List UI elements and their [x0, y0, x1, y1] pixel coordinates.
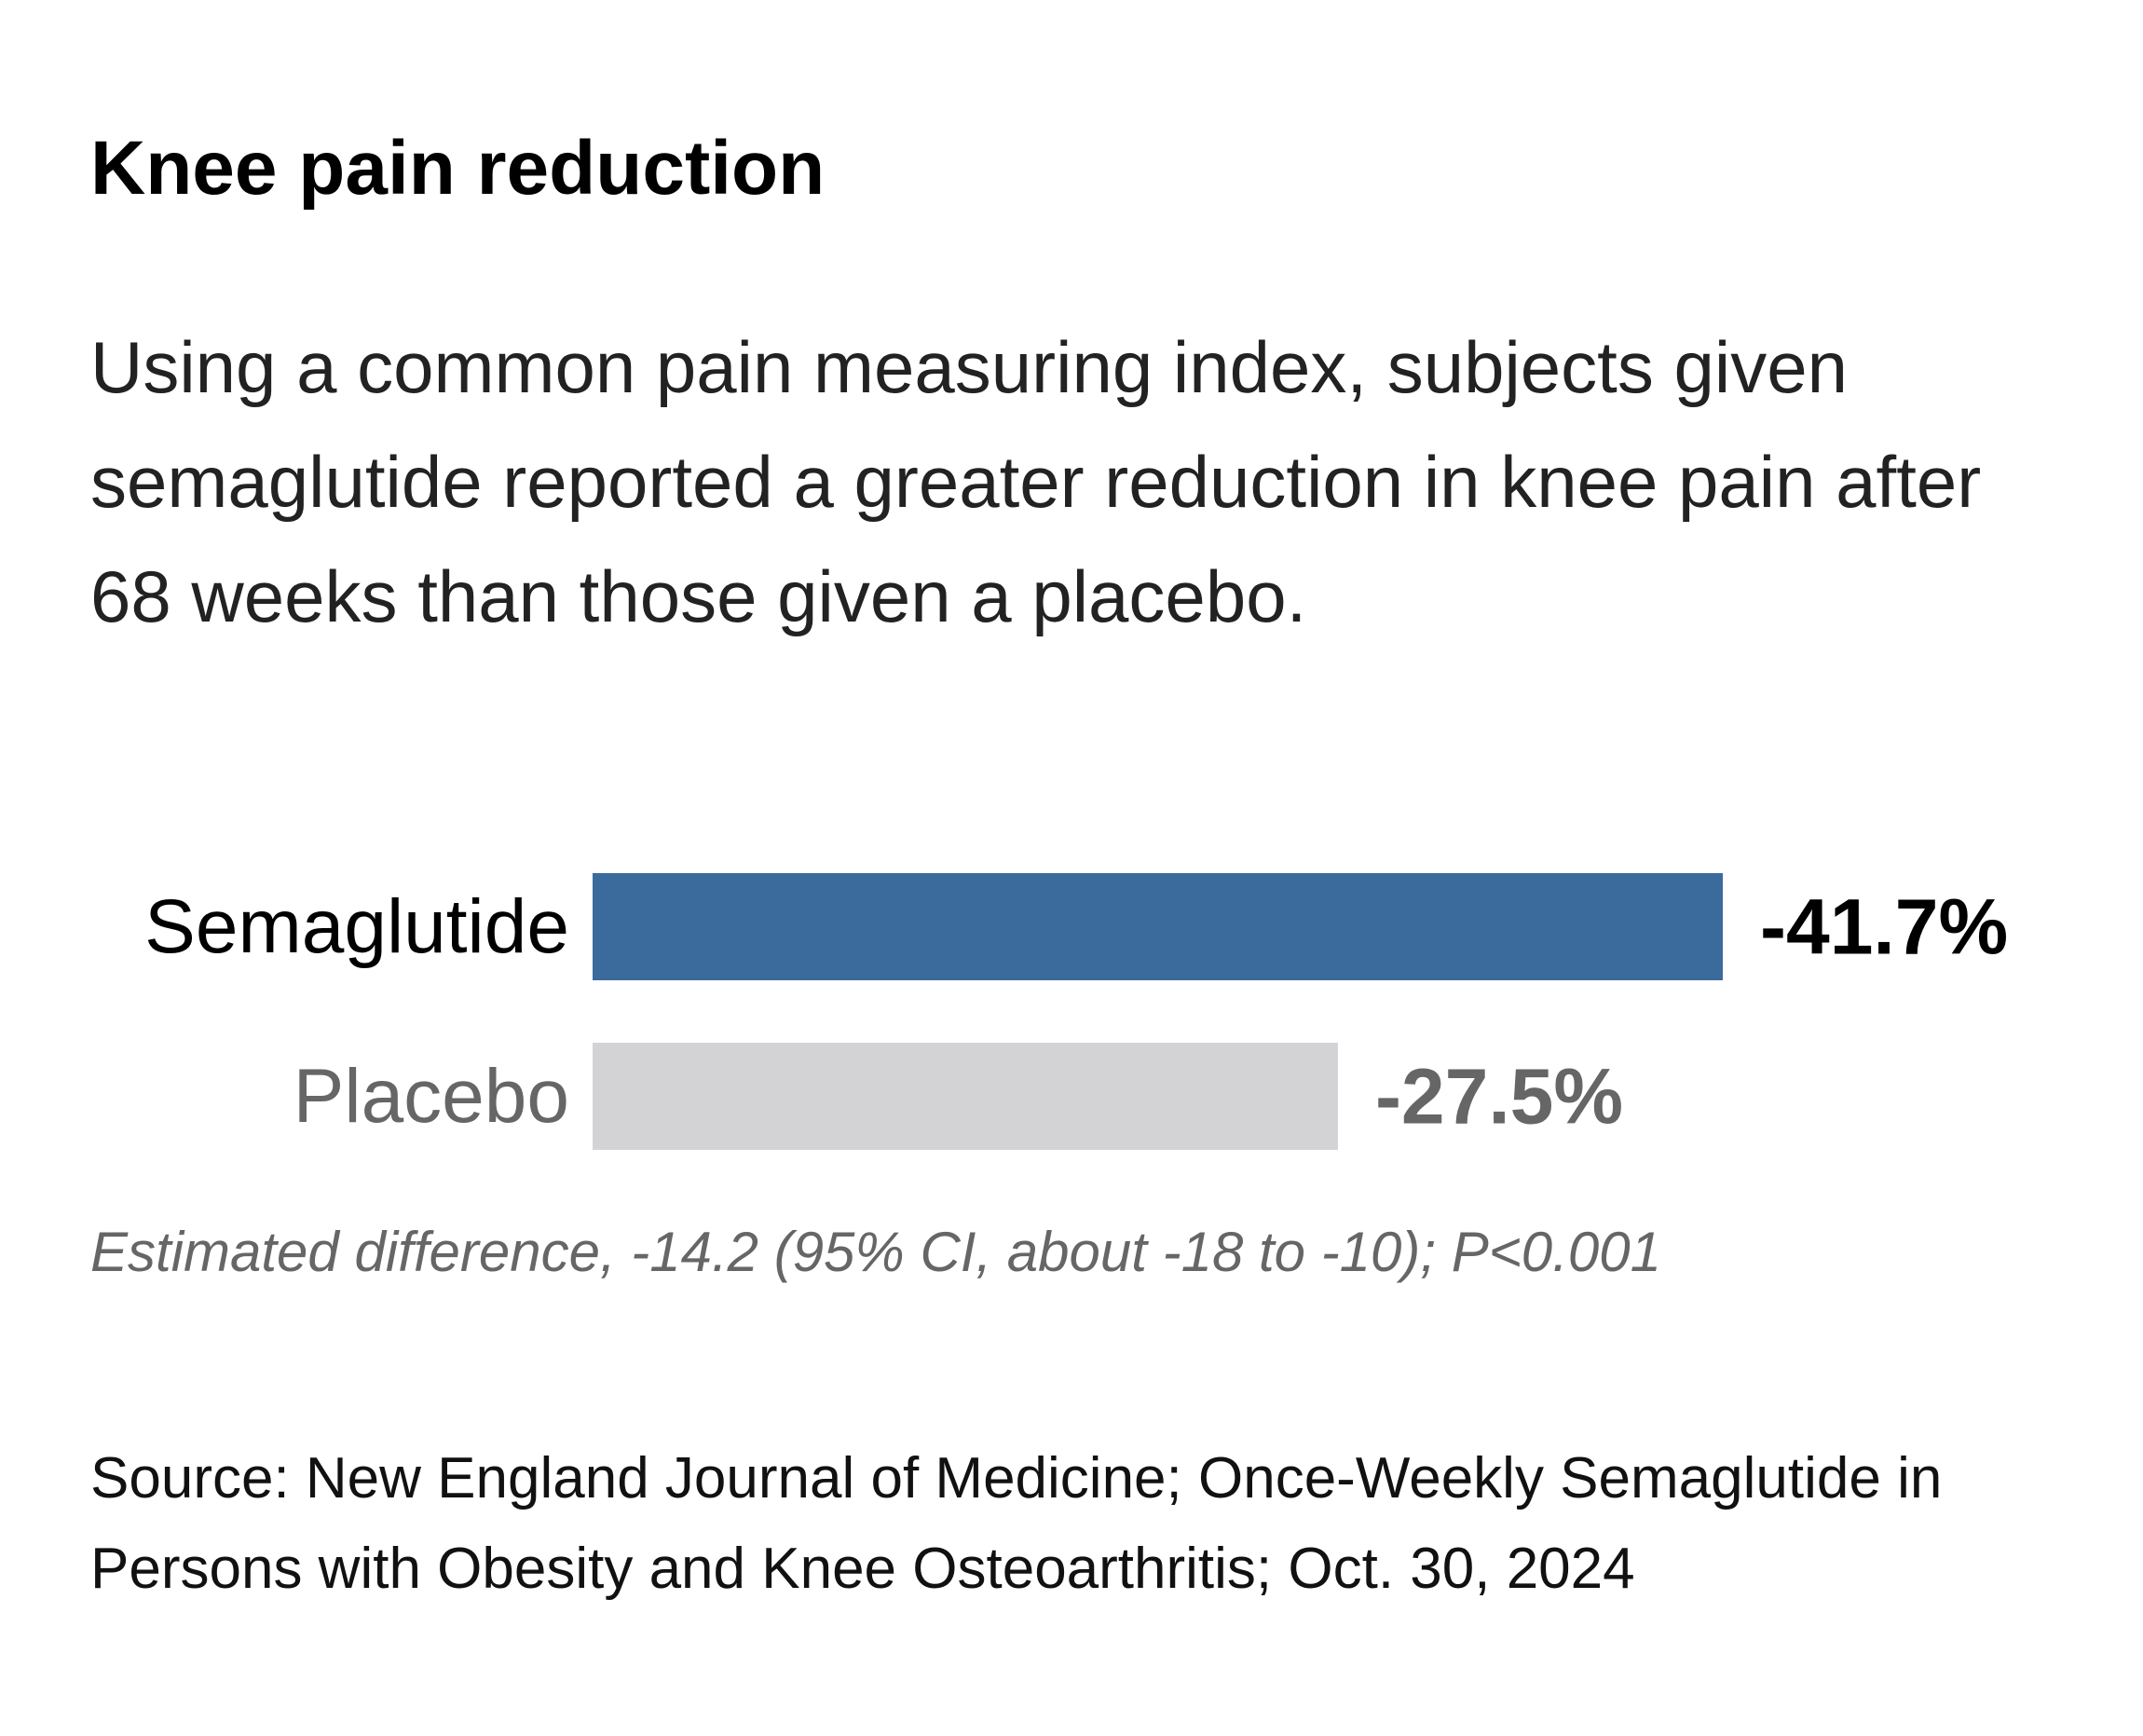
estimated-difference-note: Estimated difference, -14.2 (95% CI, abo… [90, 1221, 1661, 1283]
bar-chart-svg: Semaglutide -41.7% Placebo -27.5% [144, 873, 2008, 1150]
bar-placebo [593, 1043, 1338, 1150]
category-label-placebo: Placebo [293, 1054, 569, 1139]
value-label-semaglutide: -41.7% [1760, 883, 2008, 971]
chart-subtitle: Using a common pain measuring index, sub… [90, 326, 1982, 637]
category-label-semaglutide: Semaglutide [144, 884, 569, 969]
source-note: Source: New England Journal of Medicine;… [90, 1446, 1943, 1601]
bar-semaglutide [593, 873, 1723, 980]
chart-title: Knee pain reduction [90, 126, 826, 211]
value-label-placebo: -27.5% [1375, 1053, 1623, 1141]
bar-chart: Semaglutide -41.7% Placebo -27.5% [0, 839, 2143, 1174]
